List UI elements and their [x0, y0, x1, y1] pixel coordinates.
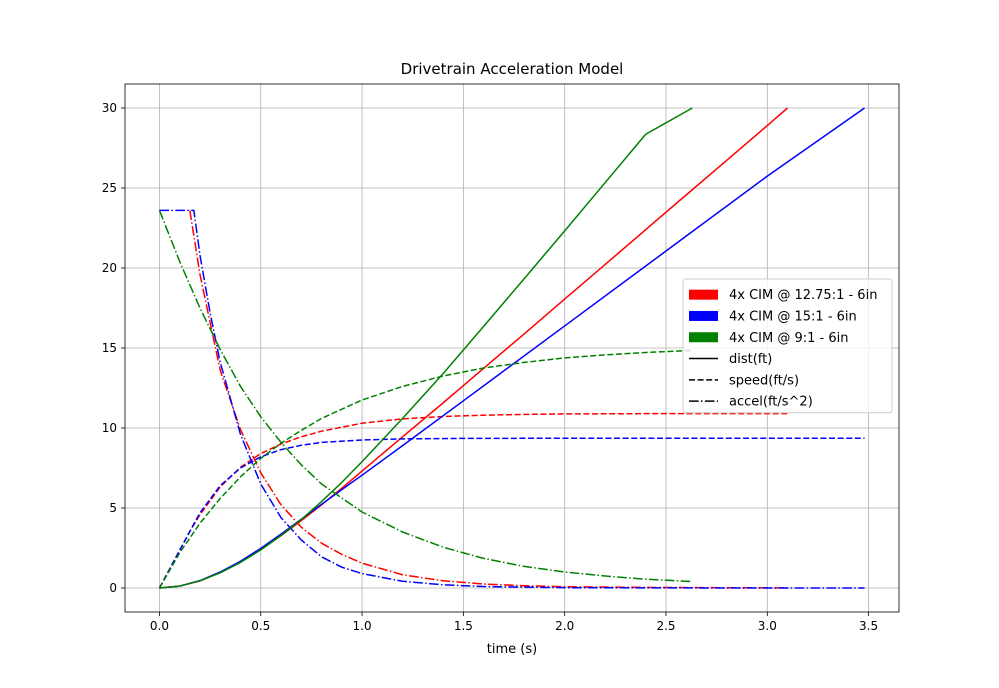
legend-swatch-4x-cim-15-1-6in — [689, 310, 718, 321]
legend-entry-label: 4x CIM @ 9:1 - 6in — [729, 331, 849, 346]
y-tick-label: 5 — [109, 501, 117, 515]
series-line-4x-cim-12-75-1-6in-accel-ft-s-2 — [189, 210, 788, 589]
x-tick-label: 3.0 — [758, 619, 777, 633]
series-line-4x-cim-12-75-1-6in-speed-ft-s — [158, 412, 788, 589]
series-line-4x-cim-9-1-6in-speed-ft-s — [158, 349, 693, 589]
legend-box — [682, 278, 893, 414]
y-tick-label: 0 — [109, 581, 117, 595]
y-tick-label: 20 — [102, 261, 117, 275]
y-tick-label: 15 — [102, 341, 117, 355]
legend-entry-label: speed(ft/s) — [729, 373, 799, 388]
legend-entry-label: accel(ft/s^2) — [729, 395, 813, 410]
y-tick-label: 30 — [102, 101, 117, 115]
legend-swatch-4x-cim-12-75-1-6in — [689, 289, 718, 300]
chart-title: Drivetrain Acceleration Model — [401, 60, 624, 78]
x-tick-label: 1.0 — [353, 619, 372, 633]
series-line-4x-cim-9-1-6in-dist-ft — [159, 107, 693, 589]
legend: 4x CIM @ 12.75:1 - 6in 4x CIM @ 15:1 - 6i… — [682, 278, 893, 414]
legend-entry-label: dist(ft) — [729, 352, 772, 367]
x-tick-label: 3.5 — [859, 619, 878, 633]
legend-entry-label: 4x CIM @ 12.75:1 - 6in — [729, 288, 877, 303]
grid-lines — [125, 84, 899, 612]
x-tick-label: 0.5 — [251, 619, 270, 633]
x-axis-label: time (s) — [487, 642, 537, 657]
series-lines — [158, 107, 865, 589]
series-line-4x-cim-15-1-6in-accel-ft-s-2 — [159, 209, 865, 589]
series-line-4x-cim-9-1-6in-accel-ft-s-2 — [158, 210, 693, 583]
x-tick-label: 2.5 — [656, 619, 675, 633]
axes: 0.0 0.5 1.0 1.5 2.0 2.5 3.0 3.5 0 5 10 15 20 25 30 — [102, 83, 900, 633]
y-tick-label: 25 — [102, 181, 117, 195]
series-line-4x-cim-15-1-6in-speed-ft-s — [158, 437, 865, 589]
x-tick-label: 0.0 — [150, 619, 169, 633]
y-tick-label: 10 — [102, 421, 117, 435]
x-tick-label: 2.0 — [555, 619, 574, 633]
legend-entry-label: 4x CIM @ 15:1 - 6in — [729, 309, 857, 324]
x-tick-label: 1.5 — [454, 619, 473, 633]
legend-swatch-4x-cim-9-1-6in — [689, 332, 718, 343]
